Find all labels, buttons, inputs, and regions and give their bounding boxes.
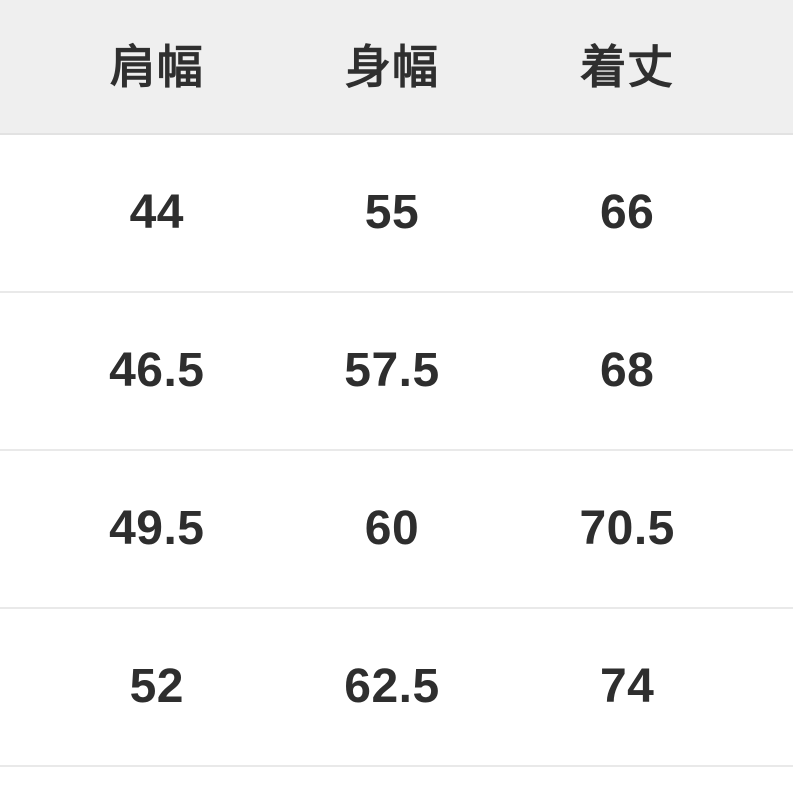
- cell-length: 70.5: [509, 450, 745, 609]
- cell-shoulder: 44: [39, 134, 275, 293]
- table-row: XL 52 62.5 74 67: [0, 608, 793, 767]
- cell-chest: 62.5: [274, 608, 510, 767]
- cell-size: S: [0, 134, 40, 293]
- cell-chest: 55: [274, 134, 510, 293]
- cell-length: 74: [509, 608, 745, 767]
- cell-length: 66: [509, 134, 745, 293]
- cell-shoulder: [39, 766, 275, 793]
- cell-size: XL: [0, 608, 40, 767]
- cell-length: 68: [509, 292, 745, 451]
- table-row: L 49.5 60 70.5 67: [0, 450, 793, 609]
- table-header-row: サイズ 肩幅 身幅 着丈 袖丈: [0, 0, 793, 135]
- table-row: S 44 55 66 63: [0, 134, 793, 293]
- header-body-length: 着丈: [509, 0, 745, 135]
- cell-shoulder: 52: [39, 608, 275, 767]
- cell-sleeve: [744, 766, 793, 793]
- table-header: サイズ 肩幅 身幅 着丈 袖丈: [0, 0, 793, 135]
- cell-sleeve: 67: [744, 450, 793, 609]
- cell-shoulder: 49.5: [39, 450, 275, 609]
- cell-sleeve: 63: [744, 134, 793, 293]
- cell-shoulder: 46.5: [39, 292, 275, 451]
- header-sleeve-length: 袖丈: [744, 0, 793, 135]
- header-shoulder-width: 肩幅: [39, 0, 275, 135]
- cell-chest: 57.5: [274, 292, 510, 451]
- header-chest-width: 身幅: [274, 0, 510, 135]
- cell-chest: 60: [274, 450, 510, 609]
- cell-size: L: [0, 450, 40, 609]
- cell-sleeve: 65: [744, 292, 793, 451]
- cell-length: [509, 766, 745, 793]
- table-row: [0, 766, 793, 793]
- cell-size: M: [0, 292, 40, 451]
- cell-sleeve: 67: [744, 608, 793, 767]
- table-row: M 46.5 57.5 68 65: [0, 292, 793, 451]
- table-body: S 44 55 66 63 M 46.5 57.5 68 65 L 49.5 6…: [0, 134, 793, 793]
- header-size: サイズ: [0, 0, 40, 135]
- cell-chest: [274, 766, 510, 793]
- cell-size: [0, 766, 40, 793]
